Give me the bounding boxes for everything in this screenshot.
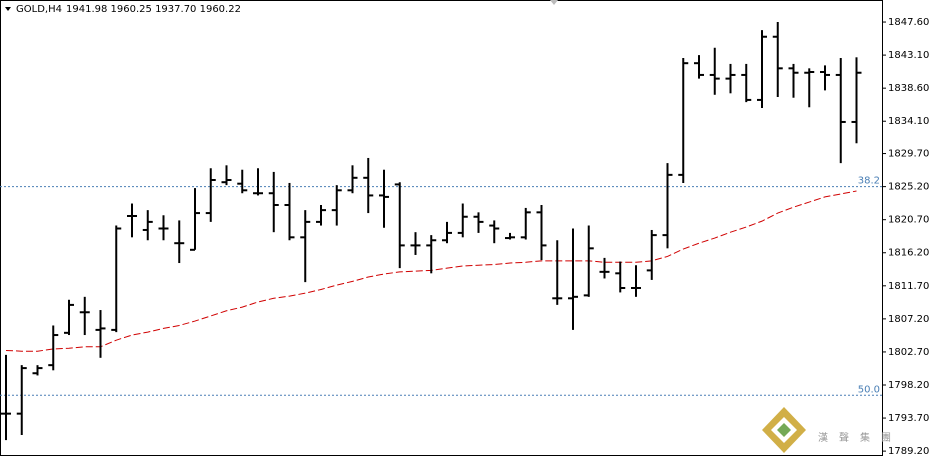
y-tick-label: 1802.70: [888, 347, 929, 358]
fib-label: 38.2: [858, 176, 880, 187]
y-tick-label: 1843.10: [888, 50, 929, 61]
y-tick-label: 1789.20: [888, 446, 929, 457]
y-tick-label: 1820.70: [888, 215, 929, 226]
y-tick-label: 1829.70: [888, 149, 929, 160]
menu-arrow: [5, 7, 11, 11]
scroll-marker: [550, 0, 558, 5]
y-tick-label: 1825.20: [888, 182, 929, 193]
y-tick-label: 1838.60: [888, 83, 929, 94]
y-tick-label: 1811.70: [888, 281, 929, 292]
y-tick-label: 1793.70: [888, 413, 929, 424]
watermark-text: 漢聲集團: [818, 431, 902, 444]
symbol: GOLD,H4: [16, 4, 62, 15]
logo-core: [777, 423, 791, 437]
watermark-logo: [762, 407, 806, 453]
y-tick-label: 1834.10: [888, 116, 929, 127]
y-tick-label: 1807.20: [888, 314, 929, 325]
y-tick-label: 1847.60: [888, 17, 929, 28]
y-tick-label: 1816.20: [888, 248, 929, 259]
ohlc-info: 1941.98 1960.25 1937.70 1960.22: [66, 4, 241, 15]
fib-label: 50.0: [858, 384, 880, 395]
y-tick-label: 1798.20: [888, 380, 929, 391]
